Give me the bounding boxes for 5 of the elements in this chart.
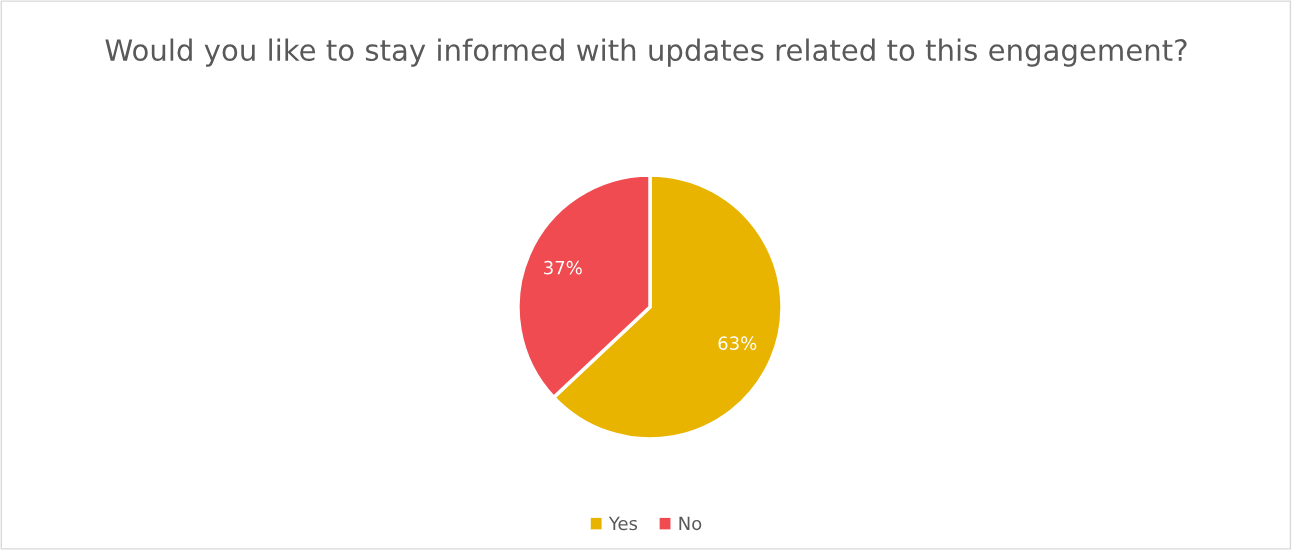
chart-title: Would you like to stay informed with updates related to this engagement?: [105, 38, 1187, 67]
legend-label: Yes: [608, 516, 638, 531]
legend-label: No: [679, 516, 702, 531]
data-label: 37%: [544, 260, 582, 275]
data-label: 63%: [718, 336, 757, 350]
